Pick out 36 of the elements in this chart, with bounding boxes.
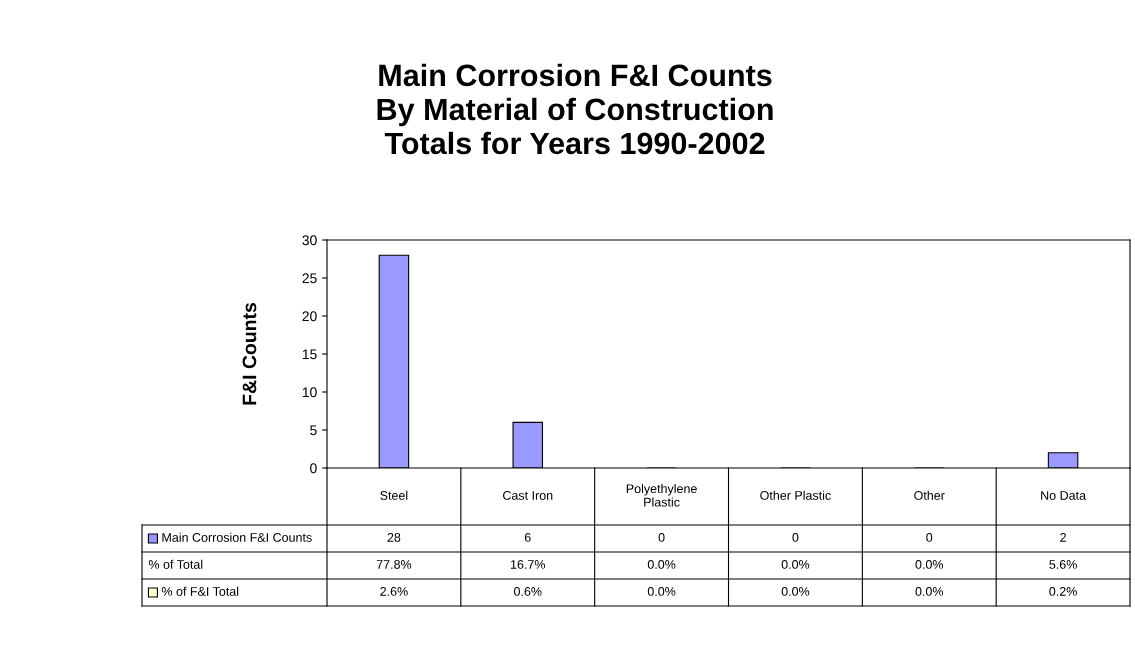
y-tick-label: 25 [302,273,317,284]
x-tick-label: No Data [1041,491,1087,500]
text: 77.8% [376,560,412,569]
text: 0.6% [513,587,542,596]
y-tick-label: 15 [302,349,317,360]
x-tick-label: Polyethylene Plastic [626,483,697,507]
text: 0.0% [915,560,944,569]
text: 0.0% [781,587,810,596]
data-label: 0 [658,533,665,542]
text: % of Total [148,559,203,569]
y-tick-label: 0 [310,463,317,474]
data-label: 0 [926,533,933,542]
legend-label: Main Corrosion F&I Counts [162,532,312,542]
data-label: 0 [792,533,799,542]
text: 0.0% [915,587,944,596]
data-label: 6 [524,533,531,542]
y-axis-title: F&I Counts [242,302,257,405]
y-tick-label: 10 [302,387,317,398]
y-tick-label: 5 [310,425,317,436]
chart-title: Main Corrosion F&I Counts By Material of Construction Totals for Years 1990-2002 [377,63,773,155]
text: 16.7% [510,560,546,569]
text: 0.0% [781,560,810,569]
data-label: 28 [387,533,401,542]
data-label: 2 [1060,533,1066,542]
y-tick-label: 30 [302,235,317,246]
x-tick-label: Other Plastic [760,490,831,500]
x-tick-label: Steel [380,490,408,500]
text: 2.6% [380,587,408,596]
text: 0.0% [647,587,676,596]
text: 0.2% [1049,587,1077,596]
text: 0.0% [647,560,676,569]
y-tick-label: 20 [302,311,317,322]
text: % of F&I Total [161,586,239,596]
x-tick-label: Cast Iron [503,491,553,500]
text: 5.6% [1049,560,1077,569]
x-tick-label: Other [914,490,945,500]
